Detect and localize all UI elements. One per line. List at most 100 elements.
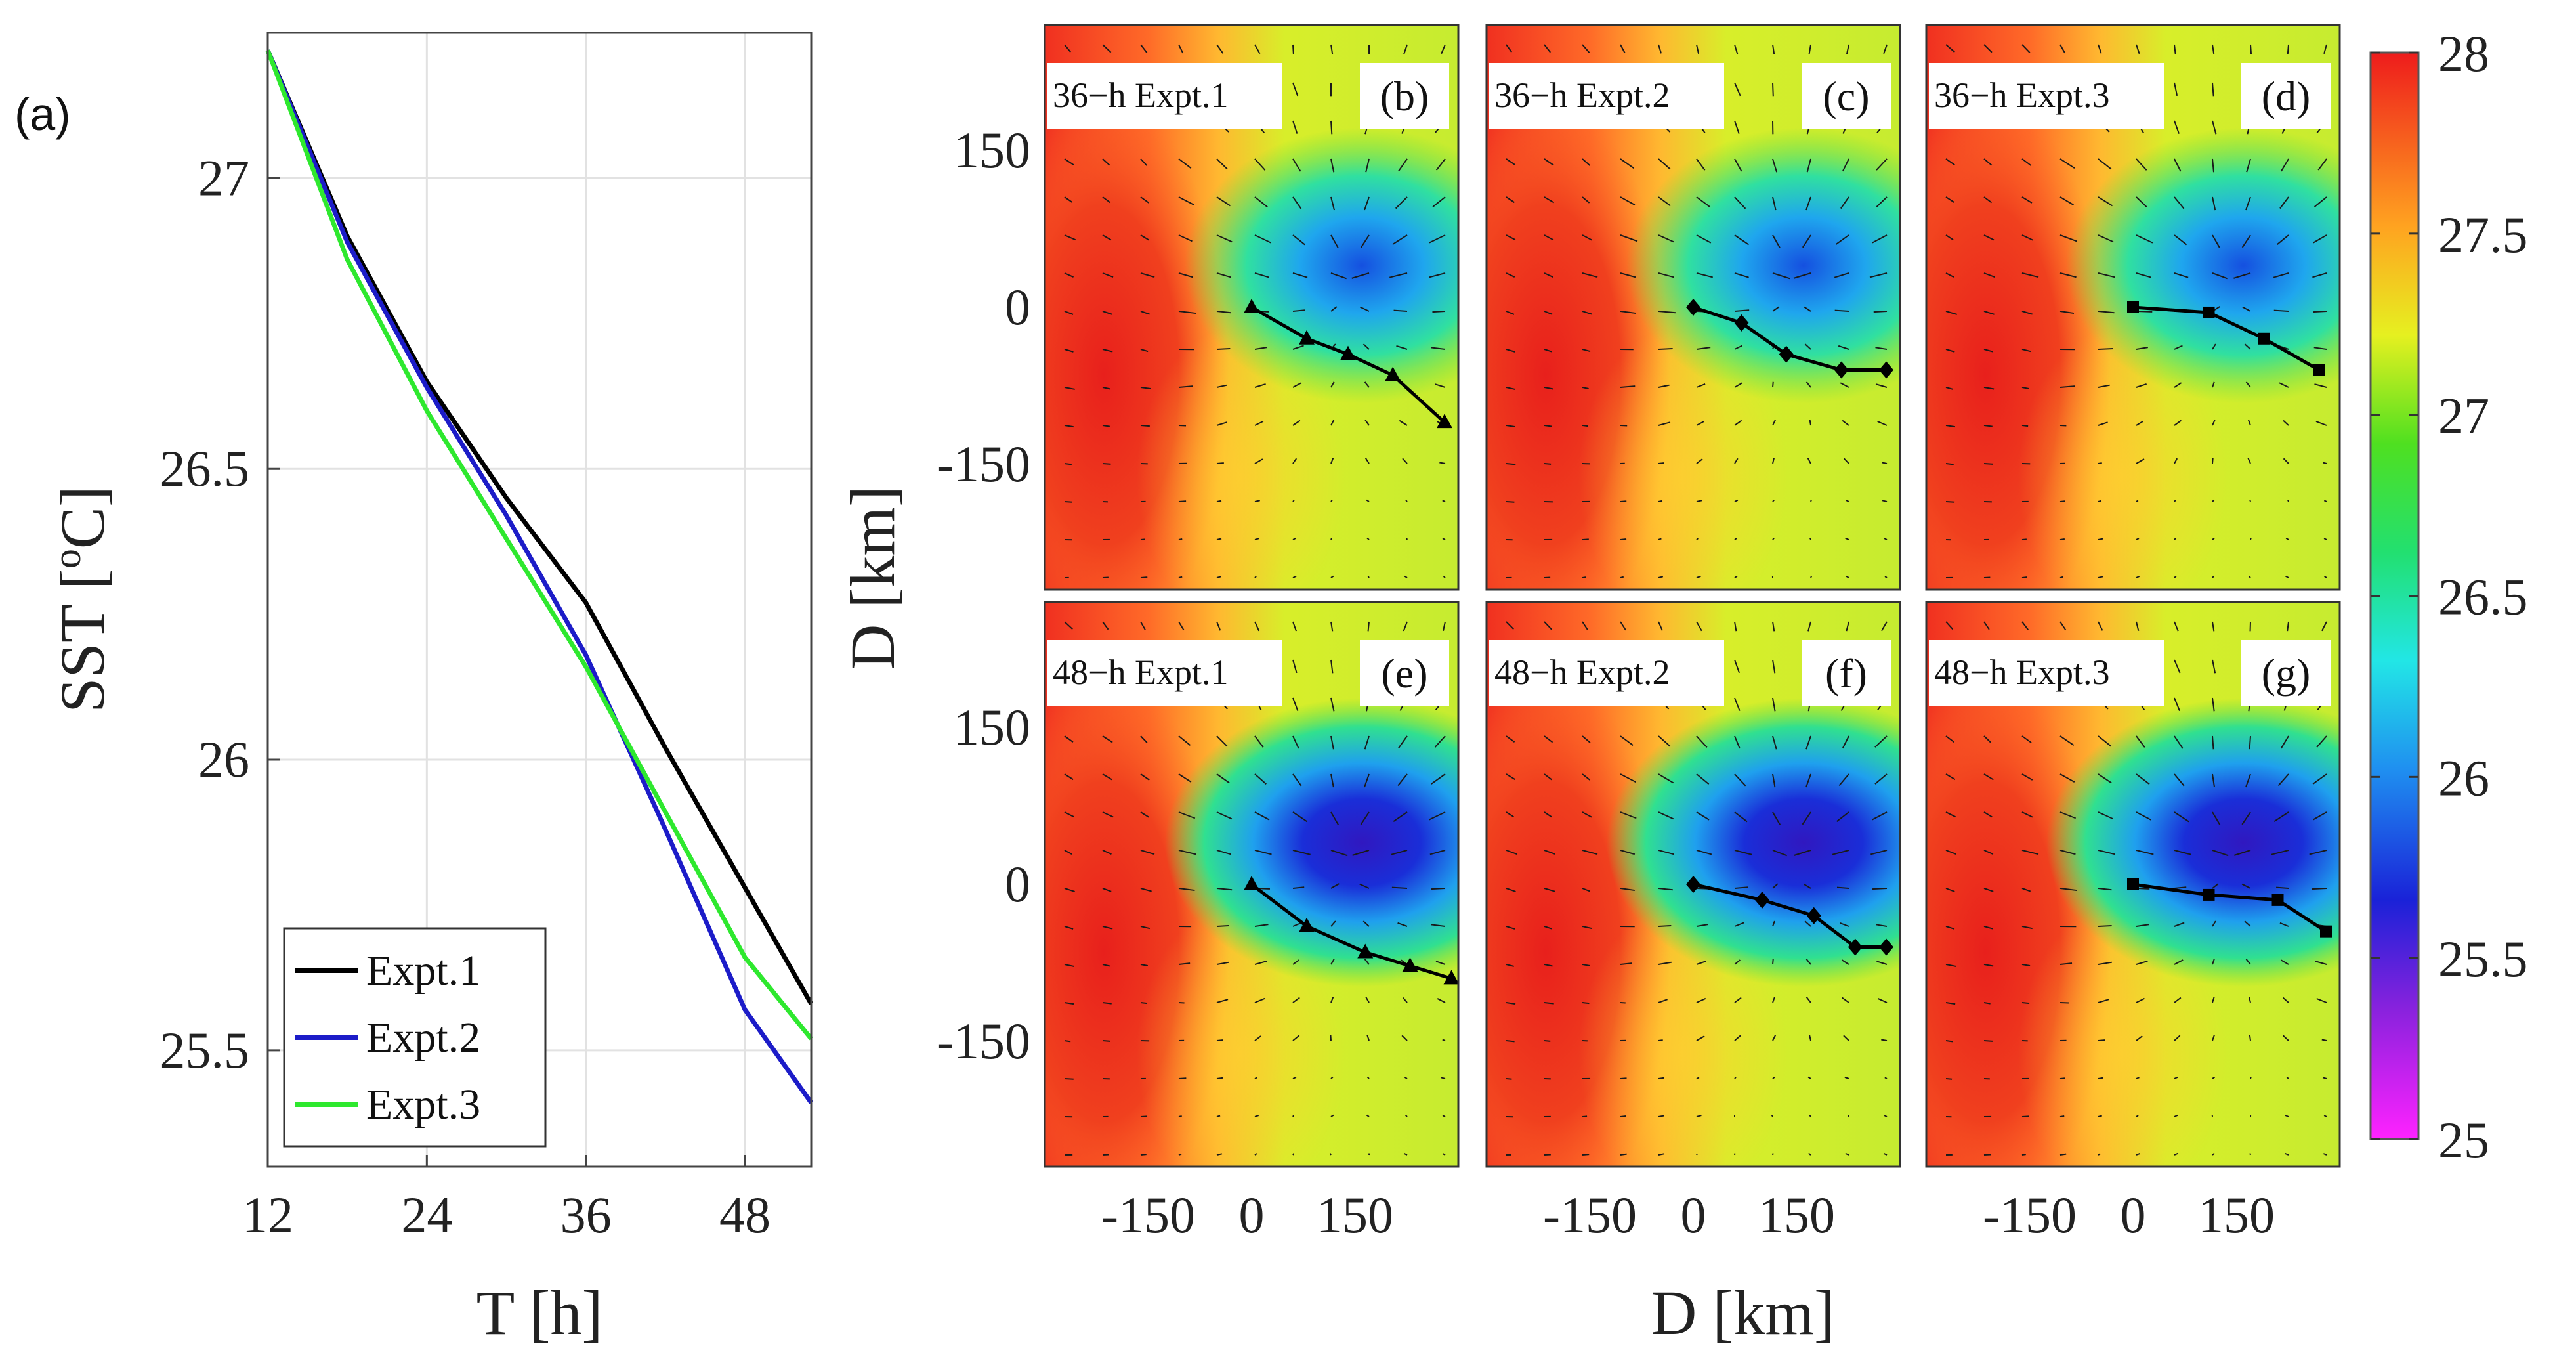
- map-panel-b: 36−h Expt.1 (b): [1044, 24, 1460, 591]
- vector-arrow: [1405, 500, 1408, 502]
- vector-arrow: [1292, 500, 1295, 502]
- vector-arrow: [1620, 311, 1636, 314]
- vector-arrow: [1431, 888, 1446, 890]
- vector-arrow: [1366, 1035, 1370, 1041]
- vector-arrow: [1544, 349, 1552, 353]
- vector-arrow: [1432, 311, 1446, 313]
- vector-arrow: [2174, 158, 2182, 172]
- vector-arrow: [1064, 735, 1074, 743]
- vector-arrow: [1178, 538, 1183, 540]
- vector-arrow: [1216, 850, 1231, 855]
- vector-arrow: [1983, 234, 1995, 241]
- vector-arrow: [2212, 735, 2214, 750]
- vector-arrow: [2212, 811, 2221, 825]
- vector-arrow: [2279, 196, 2289, 209]
- vector-arrow: [1435, 383, 1446, 388]
- vector-arrow: [2280, 158, 2289, 172]
- vector-arrow: [1292, 382, 1302, 388]
- map-y-tick-label: -150: [937, 1012, 1030, 1069]
- vector-arrow: [1620, 272, 1636, 278]
- vector-arrow: [1140, 576, 1148, 578]
- vector-arrow: [2098, 576, 2103, 578]
- vector-arrow: [1875, 383, 1888, 388]
- map-y-tick-label: 0: [1005, 855, 1030, 913]
- vector-arrow: [1292, 697, 1299, 711]
- vector-arrow: [2212, 458, 2214, 464]
- vector-arrow: [2174, 735, 2184, 749]
- vector-arrow: [1846, 621, 1849, 632]
- vector-arrow: [1582, 387, 1589, 390]
- x-tick-label: 24: [401, 1186, 452, 1243]
- vector-arrow: [2136, 500, 2139, 502]
- vector-arrow: [1064, 888, 1075, 892]
- track-marker-triangle: [1340, 345, 1356, 360]
- vector-arrow: [1102, 576, 1109, 578]
- vector-arrow: [2250, 1077, 2252, 1079]
- vector-arrow: [2059, 962, 2073, 965]
- vector-arrow: [1397, 922, 1408, 927]
- vector-arrow: [1292, 309, 1305, 312]
- track-marker-square: [2313, 364, 2325, 376]
- vector-arrow: [1734, 575, 1738, 578]
- vector-arrow: [2136, 1153, 2140, 1156]
- vector-arrow: [1804, 306, 1811, 312]
- map-panel-g: 48−h Expt.3 (g): [1925, 601, 2341, 1168]
- vector-arrow: [2313, 196, 2327, 207]
- cold-wake: [2066, 127, 2340, 404]
- vector-arrow: [1140, 964, 1149, 967]
- track-marker-triangle: [1357, 943, 1374, 959]
- vector-arrow: [1140, 44, 1148, 53]
- vector-arrow: [1696, 735, 1708, 748]
- panel-frame: [1925, 24, 2341, 591]
- vector-arrow: [1102, 158, 1110, 166]
- vector-arrow: [1772, 158, 1778, 173]
- vector-arrow: [1352, 850, 1370, 856]
- vector-arrow: [2059, 576, 2063, 578]
- vector-arrow: [2212, 272, 2228, 280]
- vector-arrow: [1178, 576, 1183, 578]
- vector-arrow: [1399, 420, 1408, 426]
- colorbar: 25 25.5 26 26.5 27 27.5 28: [2369, 25, 2528, 1169]
- vector-arrow: [1544, 1002, 1554, 1005]
- vector-arrow: [1874, 735, 1888, 748]
- vector-arrow: [1876, 158, 1888, 171]
- vector-arrow: [1140, 234, 1150, 241]
- vector-arrow: [1877, 421, 1888, 426]
- vector-arrow: [1845, 537, 1849, 540]
- panel-frame: [1925, 601, 2341, 1168]
- vector-arrow: [1734, 886, 1748, 889]
- vector-arrow: [1844, 1076, 1849, 1079]
- vector-arrow: [1805, 959, 1811, 965]
- vector-arrow: [1804, 343, 1811, 350]
- vector-arrow: [2212, 120, 2217, 135]
- vector-arrow: [1330, 659, 1334, 674]
- vector-arrow: [2059, 44, 2066, 54]
- vector-arrow: [1506, 888, 1516, 892]
- storm-track: [2132, 305, 2320, 372]
- vector-arrow: [1435, 961, 1446, 965]
- panel-label-box: [1802, 63, 1891, 129]
- track-marker-square: [2271, 894, 2284, 906]
- vector-arrow: [1254, 1035, 1261, 1041]
- vector-arrow: [1582, 926, 1593, 930]
- vector-arrow: [1846, 499, 1849, 502]
- vector-arrow: [1983, 1154, 1991, 1156]
- vector-arrow: [1544, 196, 1555, 204]
- vector-arrow: [2314, 383, 2327, 388]
- vector-arrow: [1772, 272, 1790, 280]
- vector-arrow: [2309, 850, 2327, 855]
- vector-arrow: [2059, 196, 2074, 205]
- vector-arrow: [1064, 311, 1074, 315]
- vector-arrow: [2174, 120, 2180, 134]
- vector-arrow: [2098, 621, 2103, 631]
- vector-arrow: [2212, 82, 2214, 97]
- vector-arrow: [1734, 234, 1749, 246]
- vector-arrow: [1140, 1154, 1147, 1156]
- map-panel-e: 48−h Expt.1 (e): [1044, 601, 1460, 1168]
- panel-title-box: [1929, 640, 2164, 706]
- vector-arrow: [1882, 500, 1888, 502]
- vector-arrow: [1367, 1076, 1370, 1079]
- vector-arrow: [1772, 1035, 1777, 1041]
- vector-arrow: [2059, 621, 2067, 631]
- vector-arrow: [2136, 850, 2154, 855]
